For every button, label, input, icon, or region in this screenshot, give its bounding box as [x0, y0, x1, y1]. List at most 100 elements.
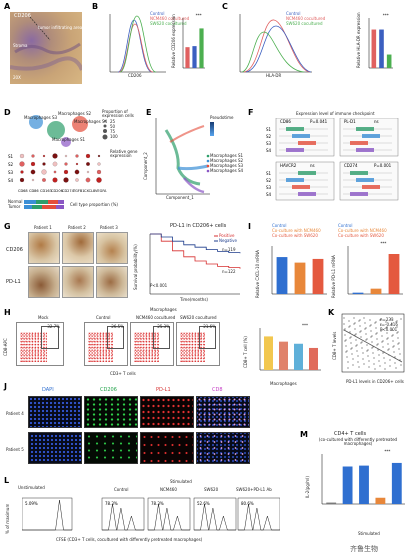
panel-letter-j: J [4, 382, 7, 391]
panel-b-ylabel: Relative CD206 expression [171, 14, 176, 68]
f-title: Expression level of immune checkpoint [296, 111, 375, 116]
scatter-point [356, 344, 358, 346]
box [286, 148, 304, 152]
scatter-point [373, 363, 375, 365]
l-sub: Control [114, 487, 129, 492]
bar [342, 466, 353, 504]
scatter-point [348, 326, 350, 328]
scatter-point [397, 337, 399, 339]
legend-item: Control [272, 223, 287, 228]
ihc-image [96, 266, 128, 298]
gene-label: CD86 [29, 189, 39, 193]
row-label: S2 [266, 134, 272, 139]
scatter-point [380, 318, 382, 320]
gene-label: VEGFA [95, 189, 107, 193]
flow-plot: 26.5% [84, 322, 128, 366]
scatter-point [393, 345, 395, 347]
scatter-point [351, 347, 353, 349]
bar [294, 343, 303, 370]
row-label: S2 [8, 162, 14, 167]
panel-letter-f: F [248, 108, 254, 117]
fluorescence-image [140, 432, 194, 464]
gene-p: P=0.001 [374, 163, 392, 168]
scatter-point [389, 359, 391, 361]
dot [75, 154, 79, 158]
scatter-point [370, 330, 372, 332]
scatter-point [343, 317, 345, 319]
histogram-line [102, 503, 144, 531]
ihc-image [28, 266, 60, 298]
scatter-point [369, 319, 371, 321]
dot [19, 161, 25, 167]
scatter-point [350, 342, 352, 344]
flow-plot: 21.6% [176, 322, 220, 366]
row-label-cd206: CD206 [6, 247, 23, 253]
k-xlabel: PD-L1 levels in CD206+ cells [346, 379, 404, 384]
dot [42, 154, 46, 158]
panel-letter-h: H [4, 308, 11, 317]
km-series-line [150, 233, 241, 254]
scatter-point [378, 360, 380, 362]
scatter-point [393, 351, 395, 353]
gene-label: CD206 [51, 189, 63, 193]
scatter-point [394, 362, 396, 364]
box [362, 134, 380, 138]
scatter-point [357, 355, 359, 357]
row-label: S4 [266, 192, 272, 197]
scatter-point [391, 329, 393, 331]
dot [41, 169, 47, 175]
h-bar-ylabel: CD8+ T cell (%) [243, 336, 248, 368]
scatter-point [347, 361, 349, 363]
l-xlabel: CFSE (CD3+ T cells, cocultured with diff… [56, 537, 203, 542]
gene-label: TGFB1 [72, 189, 85, 193]
legend-item: Co-culture with SW620 [272, 233, 318, 238]
dot [96, 169, 102, 175]
cluster-label: Macrophages S2 [58, 111, 92, 116]
histogram-line [194, 503, 236, 531]
scatter-plot: n=233 r=-0.416 P<0.001 [338, 312, 406, 378]
n-positive: n=119 [222, 247, 236, 252]
dot [52, 177, 58, 183]
scatter-point [385, 327, 387, 329]
panel-c-xlabel: HLA-DR [266, 73, 282, 78]
scatter-point [366, 344, 368, 346]
bar [185, 47, 190, 68]
scatter-point [398, 342, 400, 344]
legend-item: Co-culture with SW620 [338, 233, 384, 238]
scatter-point [399, 353, 401, 355]
scatter-point [358, 320, 360, 322]
km-ylabel: Survival probability(%) [133, 244, 138, 290]
scatter-point [364, 328, 366, 330]
scatter-point [389, 365, 391, 367]
legend-size: 100 [110, 134, 118, 139]
dot [19, 177, 25, 183]
scatter-point [354, 334, 356, 336]
scatter-point [366, 350, 368, 352]
h-label: Control [96, 315, 111, 320]
scatter-point [344, 340, 346, 342]
m-ylabel: IL-2(pg/ml) [305, 476, 310, 498]
legend-size: 50 [110, 124, 116, 129]
n-negative: n=122 [222, 269, 236, 274]
h-bar-xgroup: Macrophages [270, 381, 297, 386]
scatter-point [354, 328, 356, 330]
bar [294, 262, 306, 294]
watermark-text: 齐鲁生物 [350, 545, 378, 553]
scatter-point [352, 364, 354, 366]
scatter-point [374, 322, 376, 324]
legend-negative: Negative [219, 238, 237, 243]
scatter-point [371, 347, 373, 349]
fluorescence-image [28, 396, 82, 428]
row-label: Tumor [8, 204, 21, 209]
scatter-point [386, 326, 388, 328]
scatter-point [355, 339, 357, 341]
scatter-point [362, 358, 364, 360]
scatter-point [348, 320, 350, 322]
scatter-point [368, 360, 370, 362]
scatter-point [391, 323, 393, 325]
box [292, 185, 310, 189]
scatter-point [371, 335, 373, 337]
scatter-point [350, 348, 352, 350]
fluorescence-image [196, 396, 250, 428]
scatter-point [360, 336, 362, 338]
